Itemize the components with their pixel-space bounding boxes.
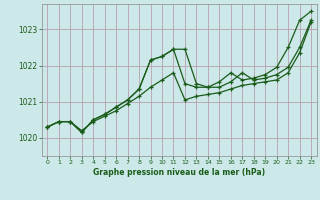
X-axis label: Graphe pression niveau de la mer (hPa): Graphe pression niveau de la mer (hPa) [93,168,265,177]
